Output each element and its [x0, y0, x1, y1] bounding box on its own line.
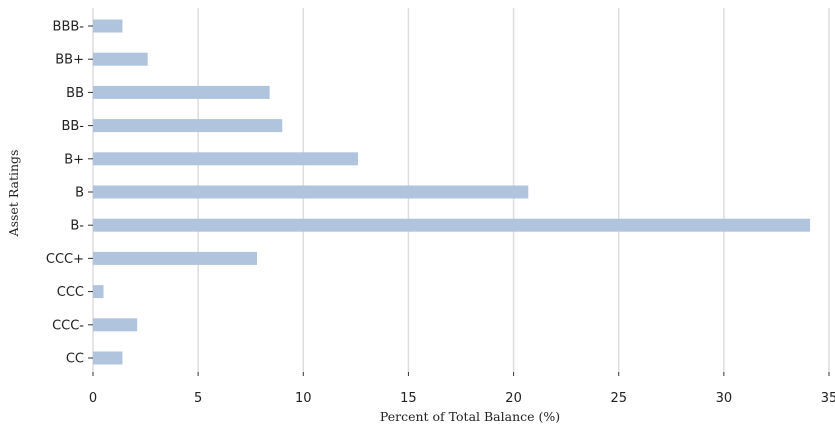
x-tick-label: 0 [89, 391, 97, 406]
x-axis-ticks: 0 5 10 15 20 25 30 35 [89, 372, 835, 406]
y-tick-label: B [75, 186, 84, 201]
x-tick-label: 20 [505, 391, 522, 406]
bar-BBB- [93, 19, 123, 33]
bar-BB [93, 85, 270, 99]
y-tick-label: BBB- [53, 20, 85, 35]
y-tick-label: BB- [61, 119, 84, 134]
y-axis-title: Asset Ratings [6, 150, 21, 238]
bar-CCC [93, 285, 104, 299]
x-tick-label: 30 [716, 391, 733, 406]
x-tick-label: 25 [610, 391, 627, 406]
y-tick-label: CCC+ [46, 252, 84, 267]
bar-CC [93, 351, 123, 365]
x-tick-label: 15 [400, 391, 417, 406]
y-tick-label: B+ [64, 152, 84, 167]
bars [93, 19, 811, 365]
bar-BB+ [93, 52, 148, 66]
bar-CCC+ [93, 251, 258, 265]
bar-B+ [93, 152, 358, 166]
bar-CCC- [93, 318, 138, 332]
y-tick-label: BB+ [55, 53, 84, 68]
bar-B [93, 185, 529, 199]
bar-B- [93, 218, 811, 232]
y-tick-label: BB [66, 86, 84, 101]
y-tick-label: CC [66, 352, 84, 367]
x-tick-label: 10 [295, 391, 312, 406]
x-axis-title: Percent of Total Balance (%) [380, 409, 560, 424]
y-tick-label: B- [70, 219, 84, 234]
x-tick-label: 35 [821, 391, 835, 406]
x-tick-label: 5 [194, 391, 202, 406]
y-tick-label: CCC [57, 285, 84, 300]
y-tick-label: CCC- [52, 318, 84, 333]
bar-BB- [93, 119, 283, 133]
